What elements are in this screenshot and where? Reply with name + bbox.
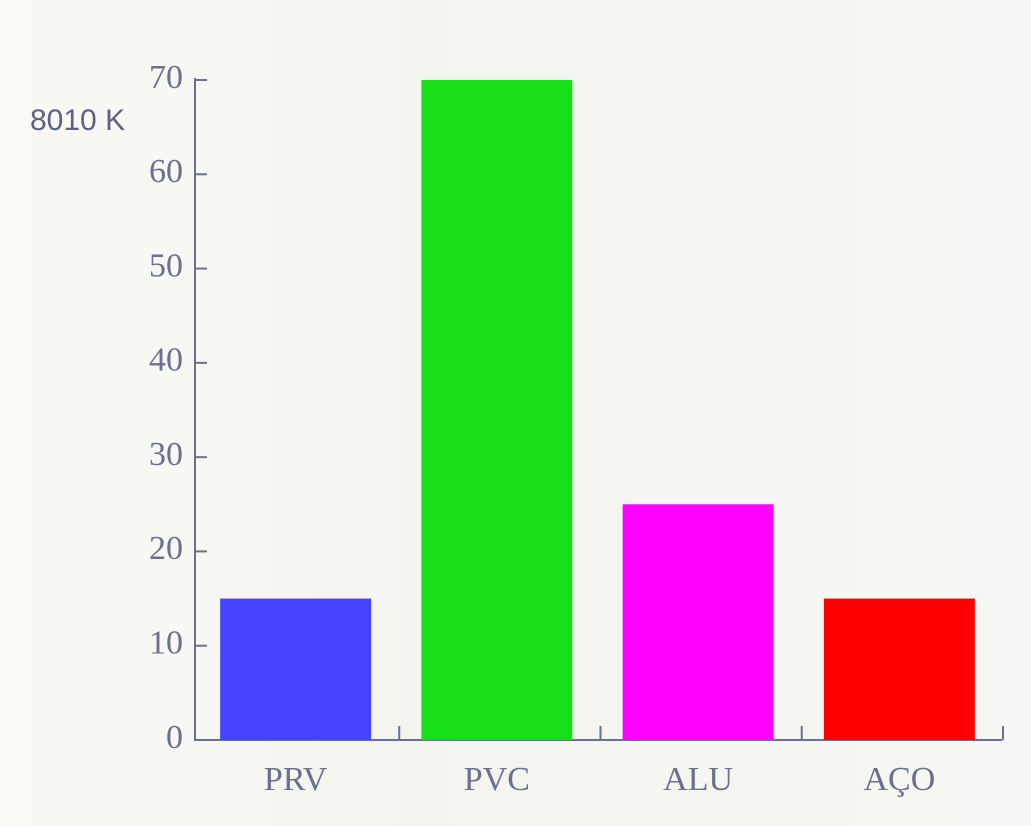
x-tick-label: AÇO: [863, 761, 935, 798]
bar: [421, 80, 573, 740]
x-tick-label: PRV: [264, 761, 328, 798]
bar: [220, 598, 372, 740]
y-tick-label: 10: [149, 625, 183, 662]
y-tick-label: 70: [149, 59, 183, 96]
y-tick-label: 30: [149, 436, 183, 473]
x-tick-label: ALU: [663, 761, 733, 798]
y-axis-label: 8010 K: [30, 104, 125, 137]
y-tick-label: 50: [149, 247, 183, 284]
bar: [622, 504, 774, 740]
y-tick-label: 0: [166, 719, 183, 756]
y-tick-label: 20: [149, 530, 183, 567]
bar: [823, 598, 975, 740]
y-tick-label: 60: [149, 153, 183, 190]
x-tick-label: PVC: [464, 761, 530, 798]
y-tick-label: 40: [149, 342, 183, 379]
